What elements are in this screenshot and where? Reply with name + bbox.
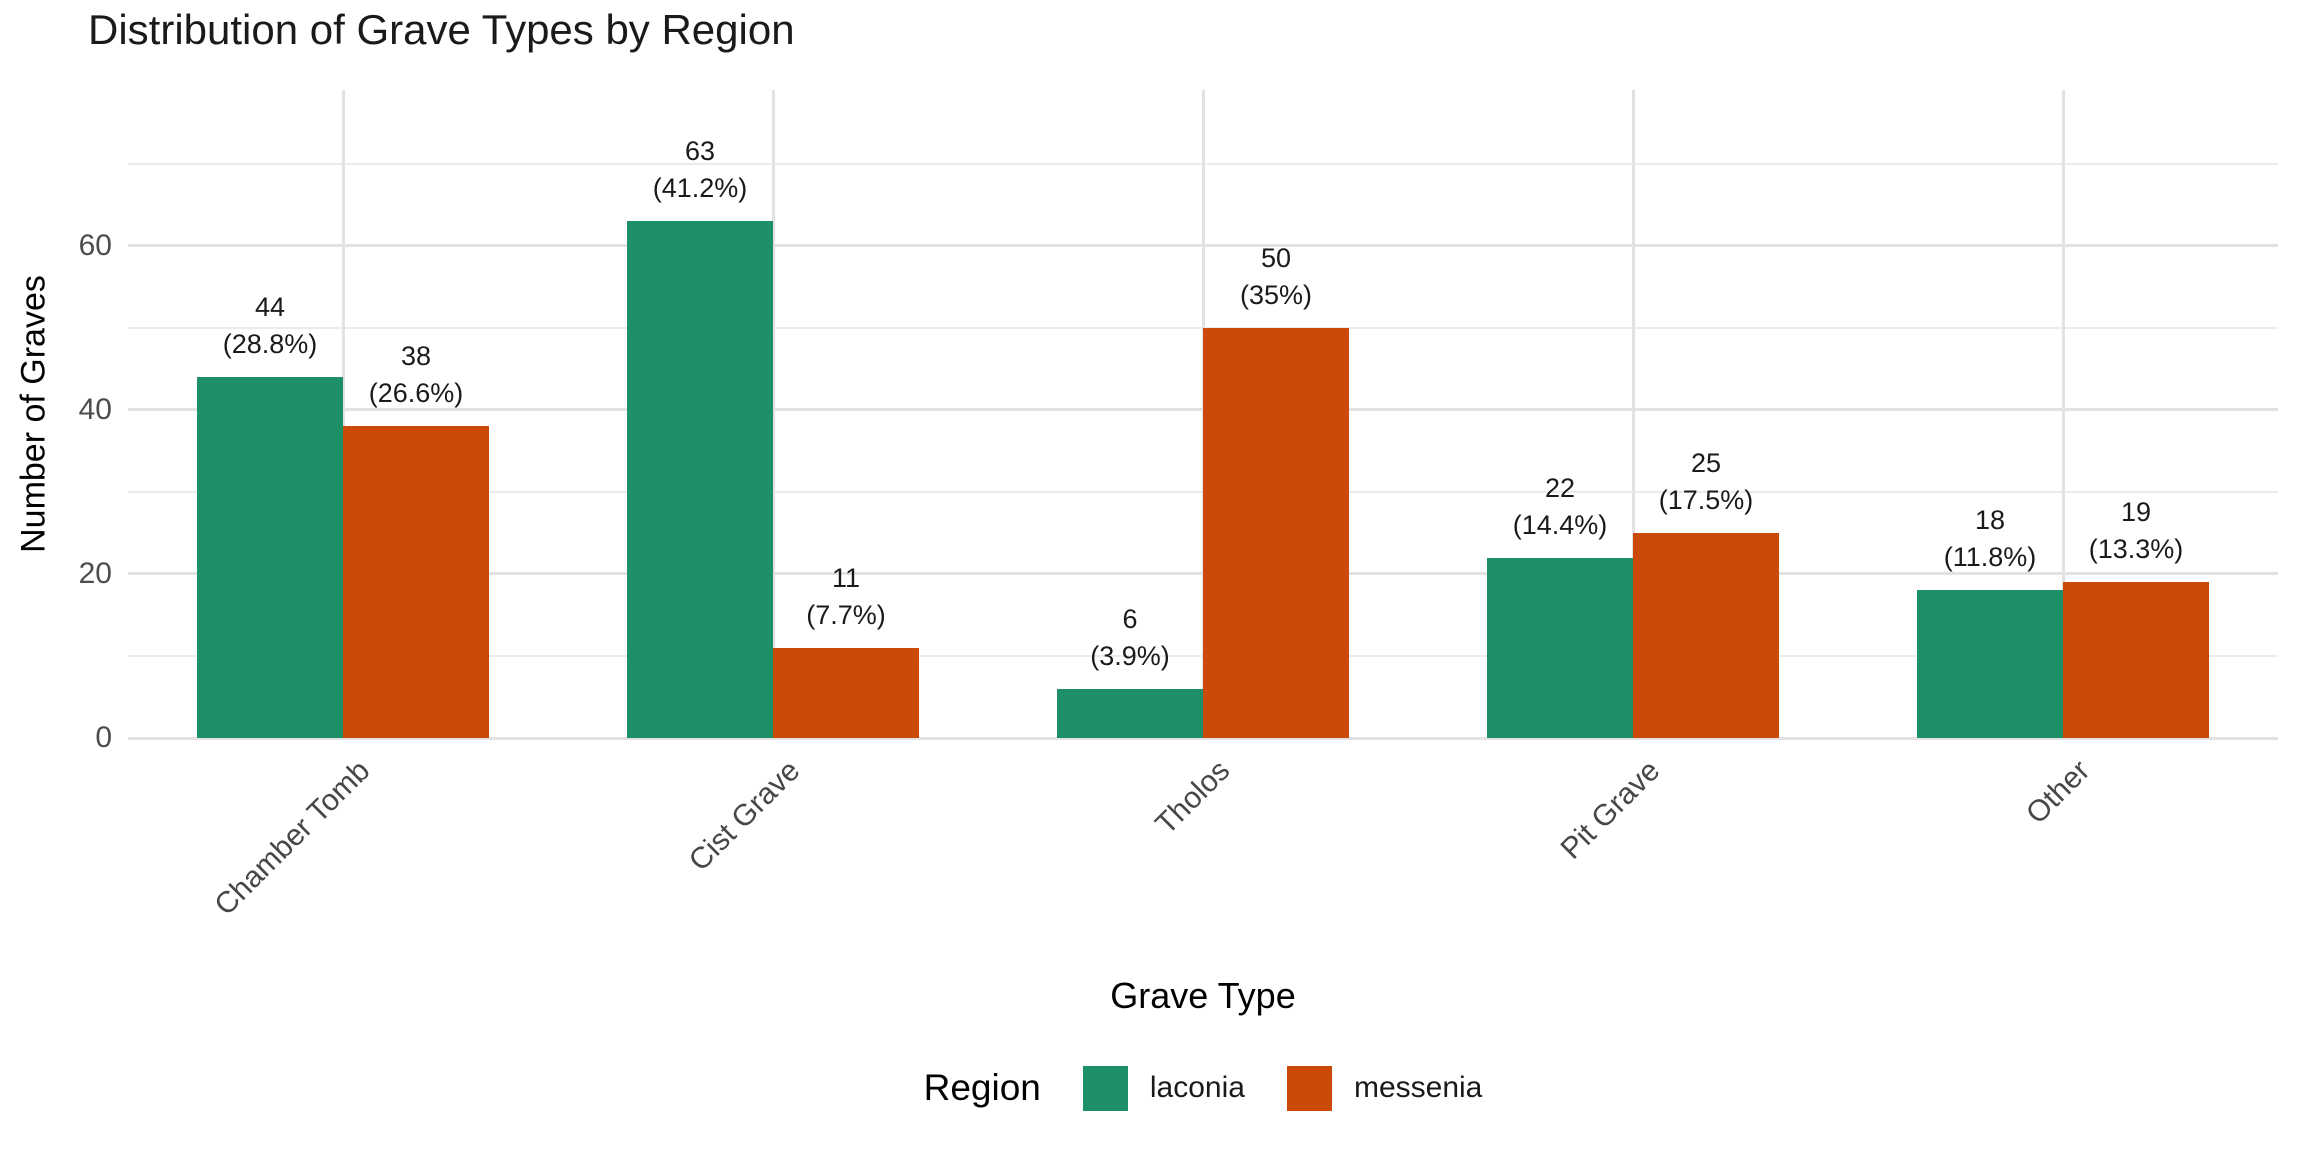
x-tick-label: Chamber Tomb (208, 754, 558, 922)
bar-value-label: 19 (13.3%) (2088, 497, 2184, 565)
legend-title: Region (923, 1067, 1041, 1108)
bar-value-label: 63 (41.2%) (652, 136, 748, 204)
y-tick-label: 20 (78, 556, 112, 590)
x-tick-label-text: Tholos (1149, 754, 1237, 842)
bar-laconia-other (1917, 590, 2063, 738)
plot-panel: 44 (28.8%) 63 (41.2%) 6 (3.9%) 22 (14.4%) 18 (11.… (128, 90, 2278, 740)
bar-value-label: 25 (17.5%) (1658, 447, 1754, 515)
bar-value-label: 6 (3.9%) (1090, 603, 1170, 671)
legend-swatch-laconia (1082, 1065, 1128, 1111)
x-tick-label-text: Pit Grave (1554, 754, 1667, 866)
major-gridline (128, 736, 2278, 740)
x-tick-label: Cist Grave (683, 754, 925, 878)
y-tick-label: 40 (78, 392, 112, 426)
x-tick-label-text: Other (2019, 754, 2097, 831)
y-tick-label: 0 (95, 721, 112, 754)
legend-item-messenia: messenia (1286, 1065, 1483, 1111)
bar-laconia-cist-grave (627, 221, 773, 738)
bar-laconia-tholos (1057, 688, 1203, 738)
x-tick-label: Pit Grave (1555, 754, 1768, 866)
bar-value-label: 22 (14.4%) (1512, 472, 1608, 540)
category-gridline (341, 90, 345, 738)
bar-messenia-other (2063, 582, 2209, 738)
x-tick-label-text: Cist Grave (682, 754, 807, 878)
legend-label-laconia: laconia (1149, 1071, 1245, 1104)
bar-value-label: 44 (28.8%) (222, 292, 318, 360)
bar-value-label: 18 (11.8%) (1943, 505, 2037, 573)
x-axis-title: Grave Type (1110, 975, 1296, 1016)
category-gridline (2061, 90, 2065, 738)
y-tick-label: 60 (78, 228, 112, 262)
legend: Region laconia messenia (128, 1058, 2278, 1118)
bar-laconia-pit-grave (1487, 557, 1633, 738)
bar-value-label: 38 (26.6%) (368, 341, 464, 409)
y-axis-tick-labels: 0 20 40 60 (0, 90, 112, 753)
legend-label-messenia: messenia (1353, 1071, 1483, 1104)
chart-title: Distribution of Grave Types by Region (88, 6, 795, 53)
x-axis-tick-labels: Chamber Tomb Cist Grave Tholos Pit Grave Oth… (128, 738, 2278, 958)
legend-item-laconia: laconia (1082, 1065, 1245, 1111)
x-tick-label: Tholos (1149, 754, 1303, 841)
bar-messenia-cist-grave (773, 647, 919, 738)
bar-messenia-chamber-tomb (343, 426, 489, 738)
bar-messenia-tholos (1203, 327, 1349, 738)
bar-laconia-chamber-tomb (197, 377, 343, 738)
category-gridline (771, 90, 775, 738)
bar-messenia-pit-grave (1633, 532, 1779, 738)
legend-swatch-messenia (1286, 1065, 1332, 1111)
bar-value-label: 50 (35%) (1239, 242, 1313, 310)
bar-value-label: 11 (7.7%) (806, 562, 886, 630)
category-gridline (1631, 90, 1635, 738)
x-tick-label-text: Chamber Tomb (208, 754, 377, 922)
x-tick-label: Other (2020, 754, 2148, 830)
